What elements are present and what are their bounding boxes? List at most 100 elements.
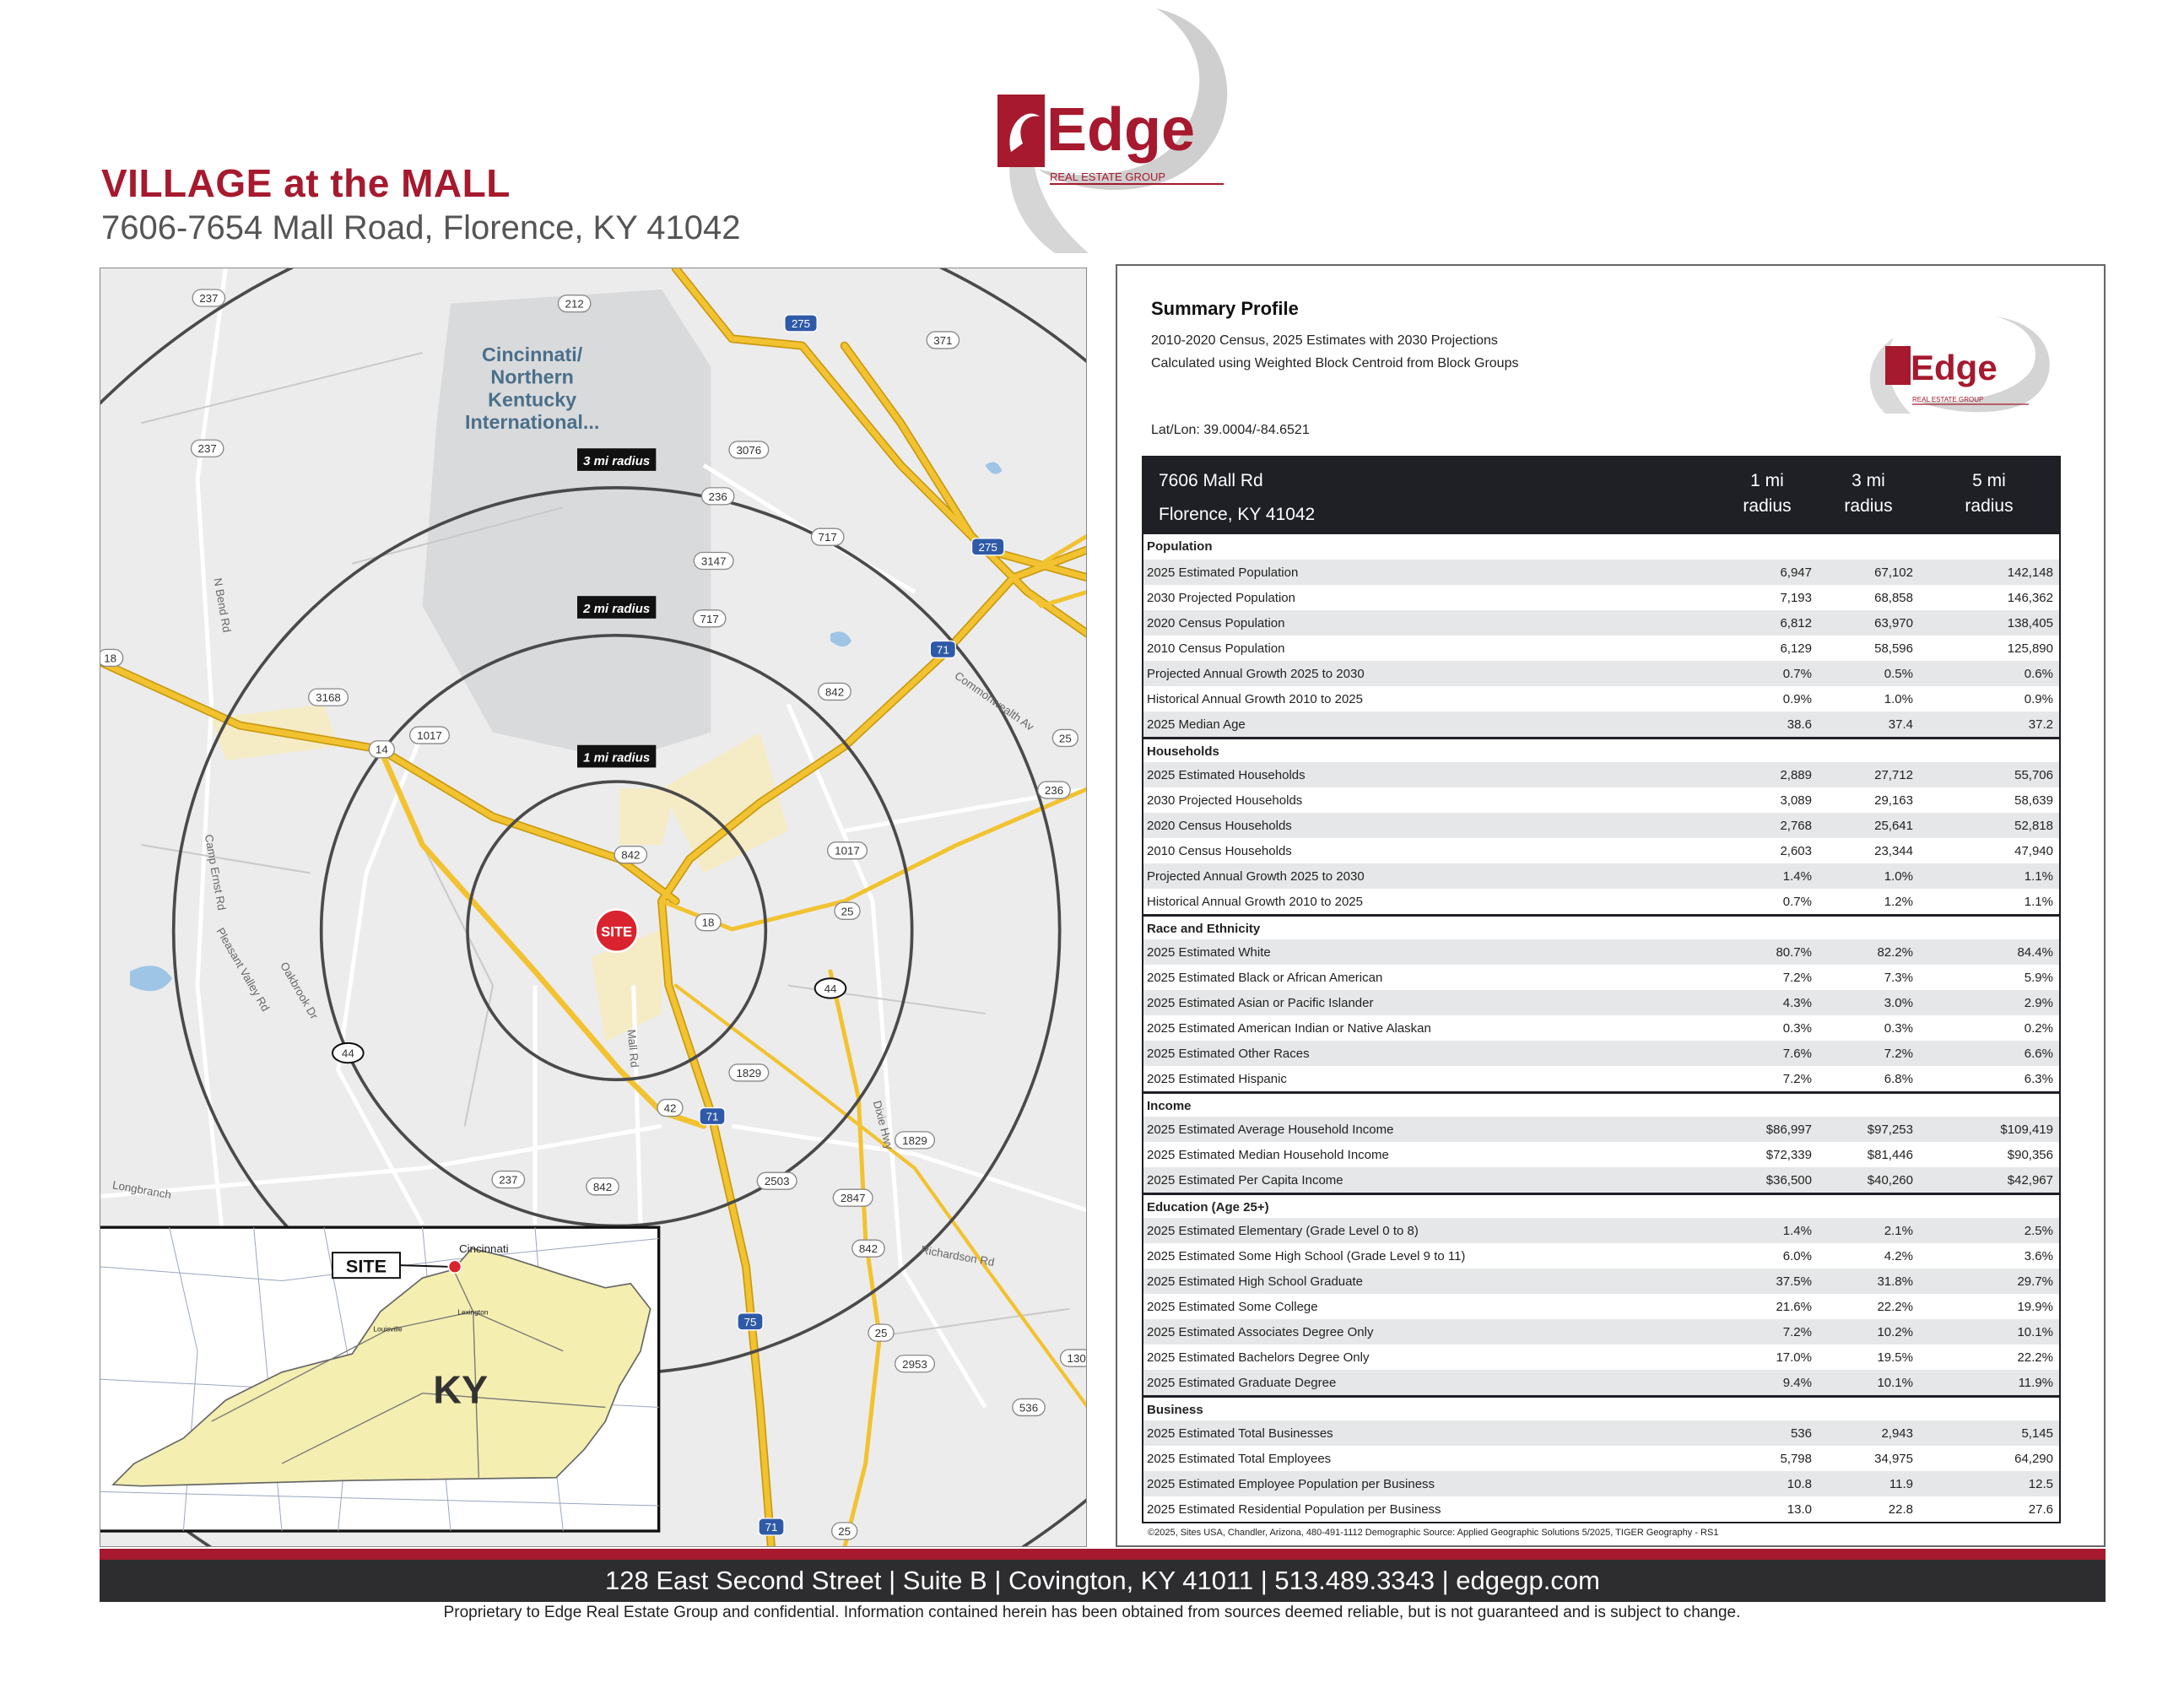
- row-label: 2025 Estimated White: [1147, 944, 1271, 960]
- svg-text:71: 71: [937, 643, 949, 656]
- table-row: Historical Annual Growth 2010 to 2025 0.7…: [1143, 889, 2059, 914]
- row-label: Projected Annual Growth 2025 to 2030: [1147, 868, 1365, 884]
- route-shield: 2847: [832, 1188, 873, 1207]
- route-shield: 275: [970, 538, 1005, 556]
- value-1mi: 2,603: [1780, 843, 1812, 858]
- table-row: 2025 Estimated Black or African American…: [1143, 965, 2059, 990]
- table-address-line2: Florence, KY 41042: [1159, 505, 1316, 524]
- value-3mi: 7.3%: [1884, 970, 1913, 985]
- svg-text:842: 842: [593, 1181, 612, 1193]
- table-row: 2025 Estimated American Indian or Native…: [1143, 1015, 2059, 1041]
- row-label: 2010 Census Households: [1147, 843, 1292, 858]
- value-3mi: 7.2%: [1884, 1046, 1913, 1061]
- svg-text:Edge: Edge: [1911, 348, 1997, 387]
- svg-text:Lexington: Lexington: [457, 1307, 488, 1316]
- table-row: 2020 Census Households 2,768 25,641 52,818: [1143, 813, 2059, 838]
- svg-text:237: 237: [199, 292, 218, 305]
- value-1mi: 37.5%: [1776, 1274, 1812, 1289]
- row-label: 2025 Estimated Median Household Income: [1147, 1147, 1389, 1162]
- route-shield: 236: [700, 487, 735, 506]
- value-1mi: 2,889: [1780, 767, 1812, 782]
- route-shield: 1017: [409, 726, 450, 744]
- row-label: 2025 Estimated Per Capita Income: [1147, 1172, 1343, 1188]
- value-3mi: 63,970: [1874, 615, 1913, 630]
- route-shield: 237: [491, 1170, 526, 1189]
- svg-text:71: 71: [706, 1111, 719, 1123]
- table-row: 2030 Projected Households 3,089 29,163 58,6…: [1143, 787, 2059, 813]
- route-shield: 44: [814, 977, 847, 999]
- value-3mi: 67,102: [1874, 565, 1913, 580]
- svg-text:REAL ESTATE GROUP: REAL ESTATE GROUP: [1912, 396, 1983, 403]
- svg-text:18: 18: [702, 917, 715, 929]
- row-label: 2025 Estimated Population: [1147, 565, 1299, 580]
- radius-labels: 3 mi radius 2 mi radius 1 mi radius: [577, 448, 657, 768]
- table-row: Projected Annual Growth 2025 to 2030 1.4%…: [1143, 863, 2059, 889]
- row-label: 2025 Estimated Graduate Degree: [1147, 1375, 1337, 1390]
- radius-label-3mi: 3 mi radius: [583, 454, 650, 468]
- value-3mi: 82.2%: [1877, 944, 1913, 960]
- route-shield: 14: [368, 740, 396, 759]
- value-3mi: 25,641: [1874, 818, 1913, 833]
- source-footnote: ©2025, Sites USA, Chandler, Arizona, 480…: [1148, 1528, 1719, 1538]
- table-row: 2025 Estimated Households 2,889 27,712 55,7…: [1143, 762, 2059, 787]
- svg-text:3168: 3168: [316, 691, 341, 704]
- section-header: Households: [1143, 737, 2059, 762]
- value-5mi: 0.6%: [2024, 666, 2053, 681]
- site-marker[interactable]: SITE: [594, 908, 639, 953]
- value-1mi: 10.8: [1787, 1476, 1812, 1491]
- table-row: 2025 Estimated Asian or Pacific Islander…: [1143, 990, 2059, 1015]
- value-1mi: 13.0: [1787, 1501, 1812, 1517]
- value-5mi: 5.9%: [2024, 970, 2053, 985]
- row-label: Historical Annual Growth 2010 to 2025: [1147, 894, 1363, 909]
- value-5mi: 6.3%: [2024, 1071, 2053, 1086]
- value-1mi: 7.2%: [1782, 1324, 1812, 1339]
- value-3mi: 27,712: [1874, 767, 1913, 782]
- lat-lon: Lat/Lon: 39.0004/-84.6521: [1151, 423, 1310, 437]
- value-5mi: 52,818: [2014, 818, 2053, 833]
- svg-text:International...: International...: [465, 411, 599, 433]
- summary-subtitle: 2010-2020 Census, 2025 Estimates with 20…: [1151, 333, 1498, 348]
- value-1mi: 6,947: [1780, 565, 1812, 580]
- table-row: 2025 Estimated Median Household Income $7…: [1143, 1142, 2059, 1167]
- value-5mi: 138,405: [2007, 615, 2053, 630]
- table-row: 2010 Census Population 6,129 58,596 125,890: [1143, 636, 2059, 661]
- row-label: 2020 Census Households: [1147, 818, 1292, 833]
- svg-text:Cincinnati: Cincinnati: [459, 1242, 509, 1255]
- table-row: 2025 Estimated Associates Degree Only 7.2…: [1143, 1319, 2059, 1344]
- route-shield: 237: [190, 439, 224, 457]
- column-header-5mi: 5 mi radius: [1965, 471, 2014, 516]
- table-row: 2025 Estimated Other Races 7.6% 7.2% 6.6%: [1143, 1041, 2059, 1066]
- value-5mi: 125,890: [2007, 641, 2053, 656]
- value-3mi: 2,943: [1881, 1426, 1913, 1441]
- table-row: 2030 Projected Population 7,193 68,858 146,…: [1143, 585, 2059, 610]
- svg-text:71: 71: [765, 1521, 778, 1534]
- value-1mi: 5,798: [1780, 1451, 1812, 1466]
- value-1mi: 0.9%: [1782, 691, 1812, 706]
- inset-map: SITE Cincinnati Louisville Lexington KY: [100, 1225, 661, 1533]
- svg-text:25: 25: [838, 1525, 851, 1538]
- table-row: 2010 Census Households 2,603 23,344 47,940: [1143, 838, 2059, 863]
- route-shield: 25: [831, 1522, 858, 1540]
- value-1mi: 0.7%: [1782, 666, 1812, 681]
- section-header: Education (Age 25+): [1143, 1193, 2059, 1218]
- svg-text:371: 371: [933, 334, 952, 347]
- value-5mi: 3.6%: [2024, 1248, 2053, 1263]
- value-5mi: 47,940: [2014, 843, 2053, 858]
- route-shield: 44: [332, 1041, 365, 1064]
- value-3mi: 0.3%: [1884, 1020, 1913, 1036]
- route-shield: 1017: [827, 841, 868, 860]
- value-5mi: 58,639: [2014, 793, 2053, 808]
- section-header: Race and Ethnicity: [1143, 914, 2059, 939]
- value-5mi: 27.6: [2028, 1501, 2053, 1517]
- route-shield: 371: [926, 331, 960, 349]
- radius-map[interactable]: Cincinnati/ Northern Kentucky Internatio…: [100, 268, 1087, 1547]
- value-1mi: 17.0%: [1776, 1350, 1812, 1365]
- svg-text:75: 75: [744, 1316, 757, 1328]
- value-3mi: 58,596: [1874, 641, 1913, 656]
- value-1mi: 9.4%: [1782, 1375, 1812, 1390]
- value-1mi: 7.6%: [1782, 1046, 1812, 1061]
- value-1mi: 0.7%: [1782, 894, 1812, 909]
- route-shield: 842: [586, 1177, 619, 1196]
- svg-text:842: 842: [859, 1242, 878, 1255]
- value-1mi: 6,812: [1780, 615, 1812, 630]
